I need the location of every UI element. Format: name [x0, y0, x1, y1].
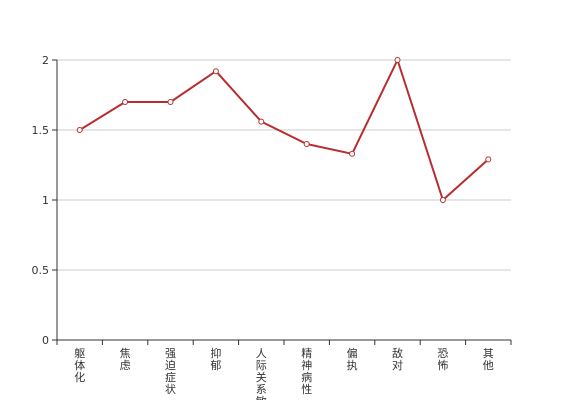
axes	[52, 59, 512, 345]
x-tick-label: 抑郁	[210, 346, 221, 372]
data-point	[212, 68, 219, 75]
y-tick-label: 0	[42, 334, 49, 347]
gridlines	[57, 59, 511, 271]
data-point	[167, 99, 174, 105]
data-point	[76, 127, 83, 133]
y-tick-label: 0.5	[32, 264, 50, 277]
data-point	[439, 197, 446, 203]
data-point	[258, 118, 265, 125]
x-tick-label: 恐怖	[437, 347, 448, 372]
data-series	[76, 57, 492, 203]
x-tick-label: 偏执	[347, 346, 358, 372]
data-point	[349, 150, 356, 157]
x-tick-labels: 躯体化 焦虑 强迫症状 抑郁 人际关系敏感 精神病性 偏执 敌对 恐怖 其他	[74, 346, 494, 400]
data-point	[303, 141, 310, 147]
x-tick-label: 人际关系敏感	[256, 347, 267, 400]
x-tick-label: 精神病性	[301, 347, 312, 396]
data-point	[122, 99, 129, 105]
data-point	[485, 156, 492, 163]
x-tick-label: 强迫症状	[165, 347, 176, 396]
y-tick-label: 1.5	[32, 124, 50, 137]
data-point	[394, 57, 401, 63]
x-tick-label: 躯体化	[74, 347, 85, 384]
y-tick-label: 2	[42, 54, 49, 67]
x-tick-label: 其他	[483, 347, 494, 372]
y-tick-labels: 0 0.5 1 1.5 2	[32, 54, 50, 347]
x-tick-label: 敌对	[392, 346, 403, 372]
series-line	[79, 59, 489, 201]
x-tick-label: 焦虑	[120, 347, 131, 372]
y-tick-label: 1	[42, 194, 49, 207]
